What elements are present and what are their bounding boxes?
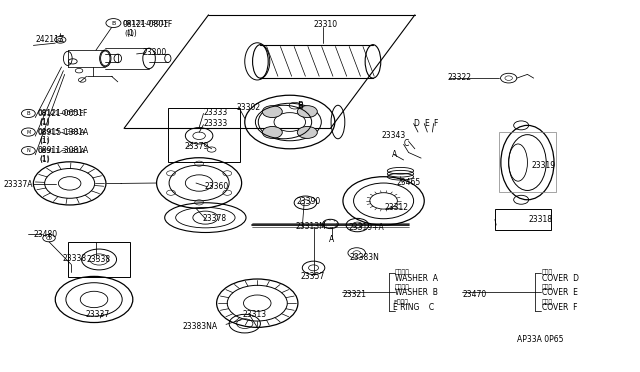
- Circle shape: [298, 106, 317, 118]
- Bar: [168, 108, 240, 162]
- Text: F: F: [434, 119, 438, 128]
- Text: 23302: 23302: [236, 103, 260, 112]
- Text: 23465: 23465: [396, 178, 420, 187]
- Text: 24211Z: 24211Z: [35, 35, 65, 44]
- Text: (1): (1): [125, 29, 134, 36]
- Circle shape: [298, 126, 317, 138]
- Text: 08121-0651F: 08121-0651F: [37, 110, 84, 116]
- Text: 08915-1381A: 08915-1381A: [37, 128, 88, 137]
- Text: B: B: [27, 111, 30, 116]
- Text: 08915-1381A: 08915-1381A: [37, 129, 84, 135]
- Text: 23357: 23357: [300, 272, 324, 280]
- Circle shape: [262, 106, 282, 118]
- Text: (1): (1): [40, 156, 50, 163]
- Text: 23338: 23338: [86, 255, 111, 264]
- Text: 23319+A: 23319+A: [349, 223, 385, 232]
- Text: 08911-3081A: 08911-3081A: [37, 146, 88, 155]
- Text: 23310: 23310: [314, 20, 338, 29]
- Text: 23379: 23379: [185, 142, 209, 151]
- Text: (1): (1): [40, 137, 50, 144]
- Bar: [495, 209, 551, 230]
- Text: 23321: 23321: [342, 291, 366, 299]
- Bar: [68, 242, 131, 277]
- Text: 23480: 23480: [33, 230, 58, 239]
- Text: 08121-0651F: 08121-0651F: [37, 109, 88, 118]
- Text: COVER  F: COVER F: [542, 303, 577, 312]
- Text: ワッシャ: ワッシャ: [395, 284, 410, 290]
- Text: 23322: 23322: [447, 73, 472, 82]
- Text: 23313M: 23313M: [296, 222, 326, 231]
- Text: 23333: 23333: [204, 108, 228, 117]
- Text: (1): (1): [40, 155, 51, 164]
- Text: AP33A 0P65: AP33A 0P65: [517, 335, 563, 344]
- Text: 23312: 23312: [385, 203, 409, 212]
- Text: M: M: [26, 129, 31, 135]
- Text: B: B: [111, 20, 116, 26]
- Text: 23390: 23390: [296, 198, 320, 206]
- Text: 23383N: 23383N: [350, 253, 380, 262]
- Text: 23319: 23319: [531, 161, 556, 170]
- Text: 23470: 23470: [462, 291, 486, 299]
- Text: 08911-3081A: 08911-3081A: [37, 148, 85, 154]
- Text: 23338: 23338: [63, 254, 86, 263]
- Bar: [499, 132, 556, 192]
- Text: D: D: [413, 119, 419, 128]
- Text: N: N: [26, 148, 30, 153]
- Text: 08121-0801F: 08121-0801F: [122, 20, 169, 26]
- Text: ワッシャ: ワッシャ: [395, 269, 410, 275]
- Text: 08121-0801F: 08121-0801F: [122, 20, 172, 29]
- Text: 23333: 23333: [204, 119, 228, 128]
- Text: E RING    C: E RING C: [393, 303, 434, 312]
- Text: 23300: 23300: [143, 48, 167, 57]
- Text: カバー: カバー: [542, 269, 553, 275]
- Text: 23337: 23337: [85, 310, 109, 319]
- Text: B: B: [298, 102, 303, 110]
- Text: カバー: カバー: [542, 284, 553, 290]
- Circle shape: [262, 126, 282, 138]
- Text: 23313: 23313: [243, 310, 267, 319]
- Text: WASHER  A: WASHER A: [395, 274, 438, 283]
- Text: E: E: [424, 119, 429, 128]
- Text: カバー: カバー: [542, 299, 553, 305]
- Text: 23360: 23360: [205, 182, 229, 191]
- Text: 23318: 23318: [529, 215, 553, 224]
- Text: COVER  D: COVER D: [542, 274, 579, 283]
- Text: C: C: [404, 140, 409, 148]
- Text: 23337A: 23337A: [4, 180, 33, 189]
- Text: (1): (1): [126, 29, 137, 38]
- Text: COVER  E: COVER E: [542, 288, 578, 297]
- Text: Eリング: Eリング: [393, 299, 408, 305]
- Text: 23383NA: 23383NA: [182, 322, 218, 331]
- Text: WASHER  B: WASHER B: [395, 288, 438, 297]
- Text: (1): (1): [40, 136, 51, 145]
- Text: 23343: 23343: [381, 131, 406, 140]
- Text: A: A: [329, 235, 335, 244]
- Text: B: B: [298, 101, 303, 110]
- Text: (1): (1): [40, 119, 50, 125]
- Text: 23378: 23378: [202, 214, 227, 223]
- Text: (1): (1): [40, 118, 51, 126]
- Text: A: A: [392, 150, 397, 159]
